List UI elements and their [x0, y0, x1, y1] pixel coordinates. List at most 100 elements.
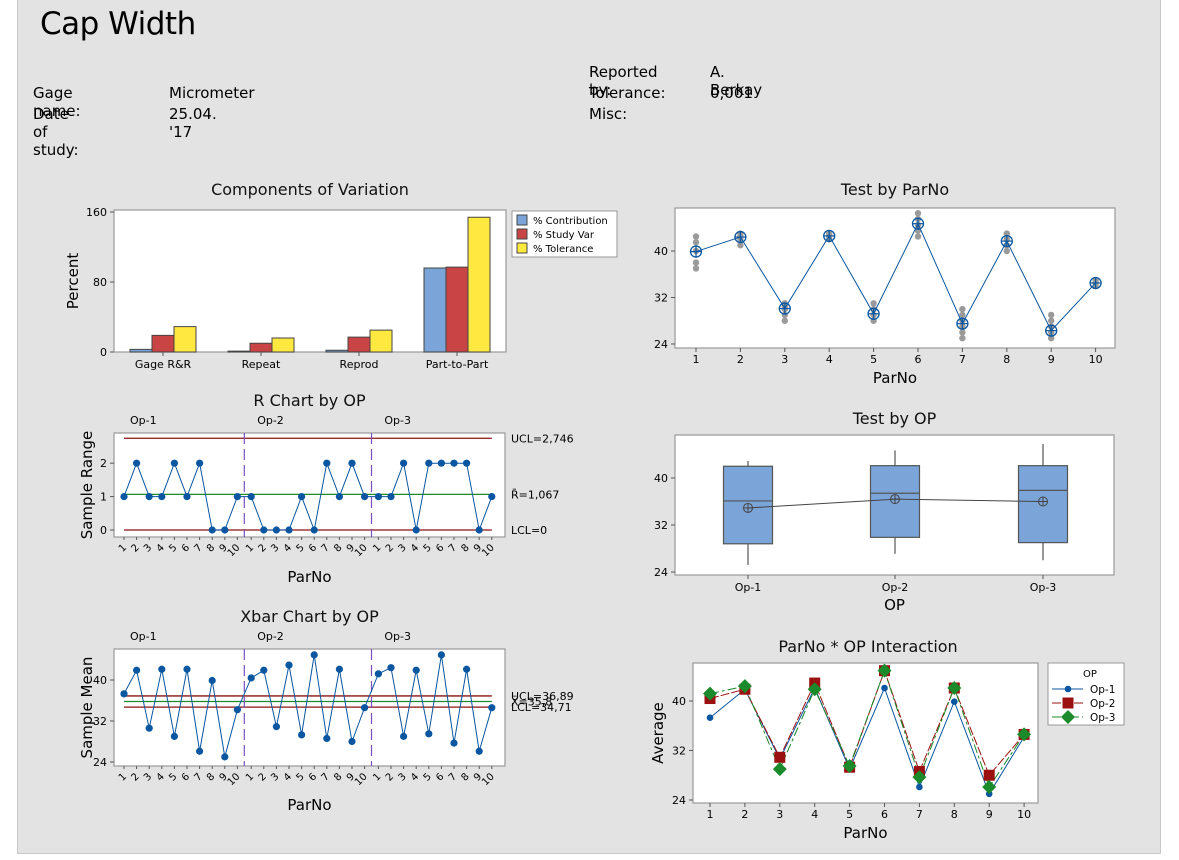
x-tick-label: 3	[142, 542, 154, 554]
data-point	[361, 493, 369, 501]
x-tick-label: 10	[353, 542, 370, 559]
x-tick-label: 10	[1017, 808, 1031, 821]
op1-marker	[951, 698, 958, 705]
x-tick-label: 3	[396, 771, 408, 783]
reported-by-label: Reported by:	[589, 63, 658, 99]
series-line	[709, 669, 1025, 789]
data-point	[400, 732, 408, 740]
bar	[151, 334, 175, 353]
data-point	[475, 747, 483, 755]
y-tick-label: 160	[86, 206, 107, 219]
data-point	[196, 459, 204, 467]
op3-marker	[912, 770, 927, 785]
misc-label: Misc:	[589, 105, 628, 123]
data-point	[348, 459, 356, 467]
data-point	[463, 459, 471, 467]
mean-marker	[1000, 234, 1013, 248]
x-tick-label: 3	[776, 808, 783, 821]
legend-box	[511, 210, 618, 258]
op3-marker	[877, 663, 892, 678]
x-tick-label: 10	[1089, 353, 1103, 366]
date-of-study-value: 25.04. '17	[169, 105, 217, 141]
y-tick-label: 24	[93, 756, 107, 769]
y-tick-label: 40	[672, 695, 686, 708]
data-point	[221, 753, 229, 761]
chart-title: Test by OP	[852, 409, 937, 428]
mean-marker	[734, 230, 747, 244]
x-tick-label: 10	[480, 771, 497, 788]
op3-marker	[703, 686, 717, 701]
op3-marker	[1061, 710, 1075, 724]
x-tick-label: 1	[117, 542, 129, 554]
op1-marker	[881, 684, 888, 692]
op3-marker	[842, 758, 857, 773]
mean-marker	[689, 245, 703, 258]
legend-swatch	[516, 214, 528, 226]
x-tick-label: 7	[959, 353, 966, 366]
data-point	[133, 459, 141, 467]
mean-marker	[890, 494, 900, 505]
op3-marker	[807, 682, 822, 697]
x-tick-label: 4	[155, 771, 167, 783]
data-point	[374, 493, 382, 501]
x-tick-label: 5	[422, 542, 434, 554]
x-tick-label: Reprod	[340, 358, 379, 371]
x-tick-label: 8	[951, 808, 958, 821]
x-axis-label: ParNo	[843, 824, 887, 842]
data-point	[133, 666, 141, 674]
op1-marker	[1064, 685, 1072, 693]
data-point	[183, 665, 191, 673]
y-tick-label: 80	[93, 276, 107, 289]
observation-point	[692, 265, 700, 272]
data-point	[260, 666, 268, 674]
plot-frame	[674, 207, 1116, 349]
observation-point	[959, 329, 966, 336]
mean-marker	[867, 307, 880, 320]
y-tick-label: 32	[654, 292, 668, 305]
x-tick-label: Op-2	[882, 581, 909, 594]
tolerance-value: 0,001	[710, 84, 753, 102]
observation-point	[1048, 311, 1055, 319]
x-tick-label: 7	[320, 542, 332, 554]
test-by-op-chart: Test by OP 24 32 40 Op-1 Op-2 Op-3 OP	[654, 409, 1115, 614]
bar	[423, 267, 447, 353]
y-axis-label: Percent	[64, 253, 82, 310]
test-by-parno-chart: Test by ParNo 24 32 40 1 2 3 4 5 6 7 8 9 10 ParNo	[654, 180, 1116, 387]
x-tick-label: 6	[180, 771, 192, 783]
operator-group-label: Op-3	[384, 630, 411, 643]
x-tick-label: 6	[881, 808, 888, 821]
data-point	[335, 665, 343, 673]
x-tick-label: 1	[693, 353, 700, 366]
data-point	[233, 706, 241, 714]
data-point	[196, 747, 204, 755]
x-tick-label: 7	[192, 542, 204, 554]
gage-name-label: Gage name:	[33, 84, 81, 120]
mean-marker	[911, 217, 925, 230]
x-tick-label: 7	[192, 771, 204, 783]
x-tick-label: 2	[129, 542, 141, 554]
op1-marker	[706, 714, 714, 722]
data-point	[400, 459, 408, 467]
data-point	[158, 493, 166, 501]
x-tick-label: 1	[244, 771, 256, 783]
y-tick-label: 40	[654, 245, 668, 258]
bar	[369, 329, 393, 353]
x-tick-label: 4	[282, 542, 294, 554]
mean-line	[695, 222, 1096, 332]
data-point	[120, 690, 128, 698]
observation-point	[870, 300, 877, 307]
legend-title: OP	[1083, 669, 1097, 680]
mean-marker	[778, 302, 791, 315]
x-tick-label: 8	[459, 542, 471, 554]
operator-group-label: Op-2	[257, 630, 284, 643]
reported-by-value: A. Berkay	[710, 63, 763, 99]
mean-marker	[823, 229, 836, 243]
x-tick-label: Gage R&R	[135, 358, 192, 371]
data-point	[425, 459, 433, 467]
data-point	[247, 674, 255, 682]
observation-point	[692, 259, 700, 266]
report-title: Cap Width	[40, 6, 196, 42]
x-tick-label: 6	[915, 353, 922, 366]
data-point	[183, 493, 191, 501]
